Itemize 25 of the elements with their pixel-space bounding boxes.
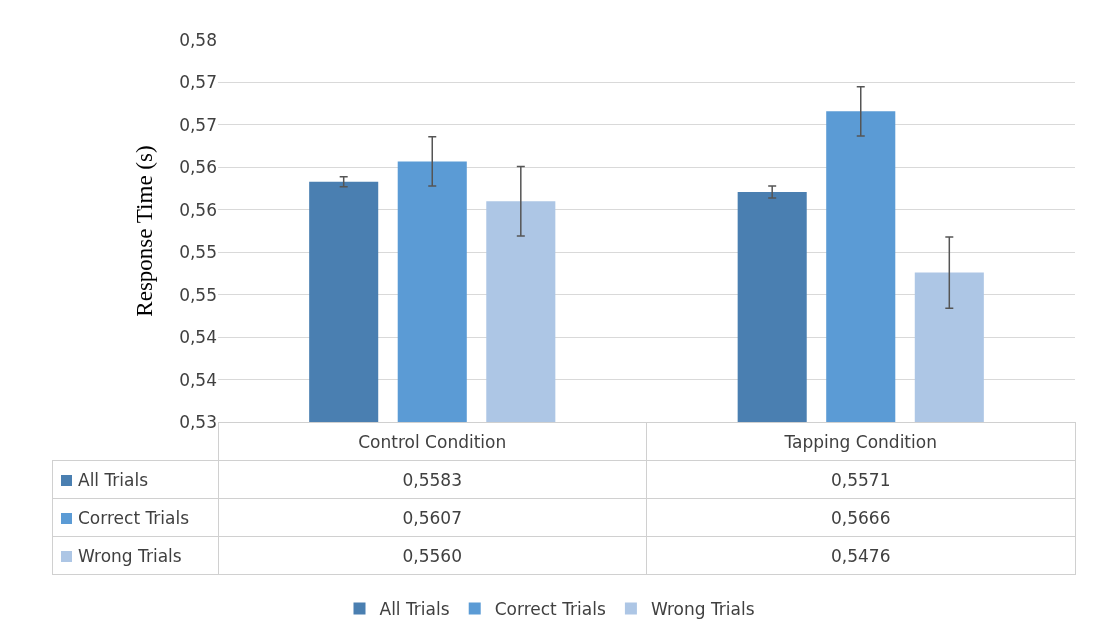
y-tick-label: 0,54: [179, 369, 217, 390]
text: Wrong Trials: [78, 545, 182, 566]
text: All Trials: [78, 469, 149, 490]
data-label: 0,5476: [646, 536, 1075, 575]
y-tick-label: 0,56: [179, 199, 217, 220]
y-tick-label: 0,55: [179, 242, 217, 263]
x-tick-label: Tapping Condition: [646, 422, 1075, 461]
data-label: 0,5666: [646, 498, 1075, 537]
legend-label: Wrong Trials: [650, 599, 755, 620]
text: Correct Trials: [78, 507, 190, 528]
legend-label: Correct Trials: [494, 599, 606, 620]
data-label: 0,5583: [218, 460, 647, 499]
y-axis-title: Response Time (s): [131, 145, 157, 317]
y-tick-label: 0,57: [179, 114, 217, 135]
x-tick-label: Control Condition: [218, 422, 647, 461]
data-label: 0,5560: [218, 536, 647, 575]
y-tick-label: 0,54: [179, 327, 217, 348]
y-tick-label: 0,53: [179, 411, 217, 432]
y-tick-label: 0,57: [179, 72, 217, 93]
y-tick-label: 0,55: [179, 284, 217, 305]
data-label: 0,5571: [646, 460, 1075, 499]
data-label: 0,5607: [218, 498, 647, 537]
legend-label: All Trials: [379, 599, 450, 620]
y-tick-label: 0,56: [179, 157, 217, 178]
y-tick-label: 0,58: [179, 29, 217, 50]
